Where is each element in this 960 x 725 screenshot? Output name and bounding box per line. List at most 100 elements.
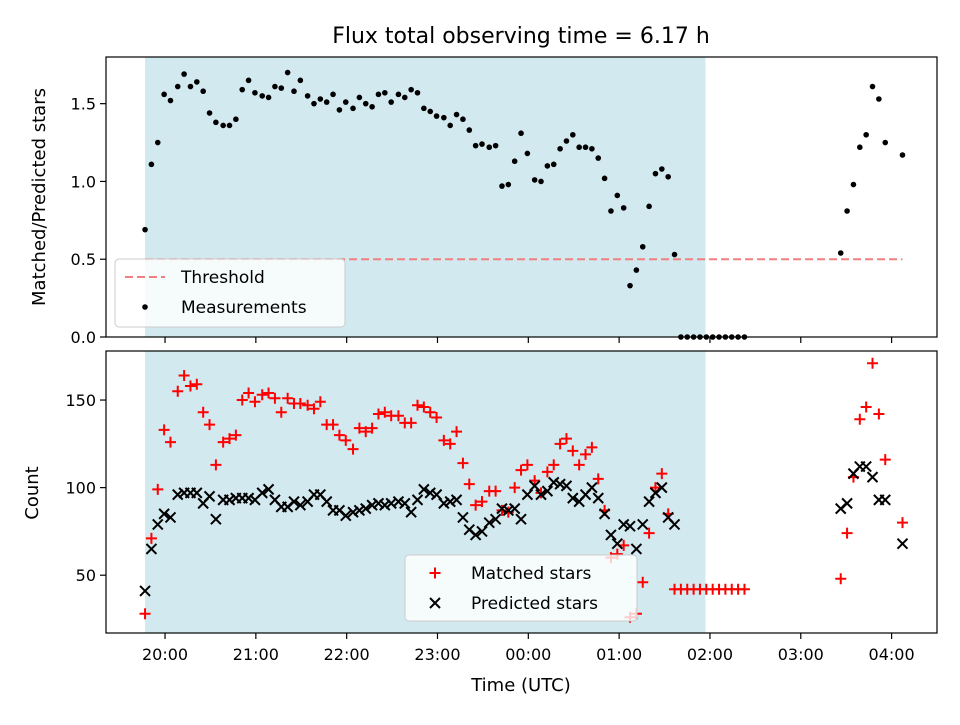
bottom-cross-point-40 bbox=[399, 497, 411, 510]
bottom-cross-point-70 bbox=[592, 492, 604, 504]
top-dot-point-24 bbox=[297, 77, 304, 84]
bottom-plus-point-52 bbox=[476, 496, 488, 508]
top-dot-point-94 bbox=[837, 250, 844, 256]
bottom-cross-point-72 bbox=[605, 529, 617, 541]
bottom-ytick-label-0: 50 bbox=[76, 566, 96, 585]
top-dot-point-45 bbox=[433, 113, 440, 119]
bottom-plus-point-64 bbox=[554, 438, 566, 450]
top-dot-point-33 bbox=[356, 94, 363, 101]
bottom-plus-point-97 bbox=[854, 413, 866, 425]
bottom-y-axis-label: Count bbox=[22, 466, 43, 519]
bottom-cross-point-56 bbox=[502, 504, 515, 517]
bottom-plus-point-70 bbox=[592, 473, 604, 485]
bottom-plus-point-0 bbox=[139, 608, 151, 620]
bottom-cross-point-63 bbox=[548, 476, 560, 489]
top-dot-point-41 bbox=[408, 86, 414, 93]
top-dot-point-29 bbox=[330, 91, 336, 98]
bottom-cross-point-82 bbox=[668, 518, 681, 531]
bottom-xtick-label-8: 04:00 bbox=[869, 645, 915, 664]
top-dot-point-17 bbox=[252, 89, 258, 96]
top-dot-point-42 bbox=[414, 89, 421, 96]
top-dot-point-59 bbox=[524, 150, 531, 157]
bottom-cross-point-23 bbox=[288, 495, 300, 508]
top-dot-point-63 bbox=[550, 161, 557, 168]
top-dot-point-78 bbox=[646, 203, 652, 210]
bottom-plus-point-31 bbox=[340, 434, 352, 446]
bottom-cross-point-53 bbox=[483, 516, 495, 529]
bottom-plus-point-32 bbox=[347, 443, 359, 455]
top-dot-point-79 bbox=[652, 170, 659, 177]
bottom-plus-point-29 bbox=[327, 419, 339, 431]
bottom-plus-point-80 bbox=[656, 468, 668, 480]
bottom-plus-point-95 bbox=[841, 527, 853, 539]
top-dot-point-96 bbox=[850, 181, 857, 188]
top-dot-point-6 bbox=[181, 71, 187, 77]
top-dot-point-97 bbox=[857, 144, 863, 151]
top-dot-point-27 bbox=[317, 96, 324, 102]
top-dot-point-48 bbox=[453, 111, 460, 118]
bottom-ytick-label-2: 150 bbox=[65, 391, 96, 410]
top-dot-point-55 bbox=[499, 183, 505, 189]
bottom-xtick-label-5: 01:00 bbox=[596, 645, 642, 664]
bottom-plus-point-20 bbox=[269, 392, 281, 404]
top-dot-point-71 bbox=[601, 175, 608, 182]
bottom-cross-point-76 bbox=[630, 543, 643, 555]
top-dot-point-22 bbox=[284, 69, 291, 76]
bottom-cross-point-19 bbox=[262, 483, 275, 496]
bottom-plus-point-9 bbox=[197, 406, 209, 418]
bottom-plus-point-41 bbox=[405, 417, 417, 429]
bottom-cross-point-66 bbox=[567, 492, 579, 504]
top-legend-box bbox=[114, 258, 346, 328]
bottom-cross-point-44 bbox=[424, 487, 436, 499]
bottom-plus-point-93 bbox=[738, 583, 750, 595]
top-dot-point-72 bbox=[608, 208, 614, 214]
top-dot-point-61 bbox=[538, 178, 544, 185]
top-dot-point-56 bbox=[505, 181, 512, 188]
bottom-xtick-label-3: 23:00 bbox=[414, 645, 460, 664]
bottom-cross-point-52 bbox=[476, 525, 488, 538]
bottom-plus-point-33 bbox=[353, 422, 365, 434]
bottom-plus-point-100 bbox=[873, 408, 885, 420]
top-dot-point-95 bbox=[844, 208, 850, 214]
bottom-cross-point-35 bbox=[366, 499, 378, 511]
bottom-cross-point-75 bbox=[624, 520, 636, 532]
top-dot-point-58 bbox=[518, 130, 524, 137]
bottom-xtick-label-0: 20:00 bbox=[142, 645, 188, 664]
top-dot-point-40 bbox=[401, 94, 408, 101]
bottom-plus-point-98 bbox=[860, 401, 872, 413]
bottom-cross-point-41 bbox=[405, 506, 417, 518]
top-dot-point-99 bbox=[869, 83, 876, 90]
bottom-plus-point-54 bbox=[490, 485, 502, 497]
bottom-plus-point-26 bbox=[308, 403, 320, 415]
bottom-plus-point-48 bbox=[451, 426, 463, 438]
bottom-plus-point-18 bbox=[256, 389, 268, 401]
bottom-plus-point-22 bbox=[282, 392, 294, 404]
top-dot-point-10 bbox=[206, 110, 213, 116]
top-dot-point-21 bbox=[278, 85, 285, 91]
top-dot-point-11 bbox=[213, 119, 219, 126]
bottom-plus-point-62 bbox=[541, 466, 553, 478]
bottom-cross-point-34 bbox=[360, 502, 372, 515]
top-dot-point-18 bbox=[259, 93, 266, 99]
bottom-plus-point-1 bbox=[145, 532, 157, 544]
top-dot-point-53 bbox=[486, 144, 493, 151]
bottom-legend-label-1: Predicted stars bbox=[471, 594, 598, 614]
bottom-cross-point-84 bbox=[841, 497, 853, 510]
top-y-axis-label: Matched/Predicted stars bbox=[29, 88, 50, 306]
bottom-cross-point-60 bbox=[528, 480, 541, 492]
bottom-plus-point-69 bbox=[586, 441, 598, 453]
bottom-cross-point-77 bbox=[637, 518, 649, 531]
bottom-plus-point-16 bbox=[243, 387, 255, 399]
bottom-plus-point-63 bbox=[548, 459, 560, 471]
bottom-plus-point-27 bbox=[314, 396, 326, 408]
top-dot-point-43 bbox=[421, 105, 427, 112]
bottom-cross-point-37 bbox=[379, 499, 391, 511]
bottom-plus-point-6 bbox=[178, 370, 190, 382]
top-dot-point-82 bbox=[671, 251, 678, 258]
bottom-cross-point-49 bbox=[457, 511, 469, 524]
bottom-plus-point-10 bbox=[204, 419, 216, 431]
top-dot-point-64 bbox=[557, 145, 563, 152]
bottom-cross-point-46 bbox=[438, 497, 450, 510]
top-dot-point-66 bbox=[570, 131, 576, 138]
